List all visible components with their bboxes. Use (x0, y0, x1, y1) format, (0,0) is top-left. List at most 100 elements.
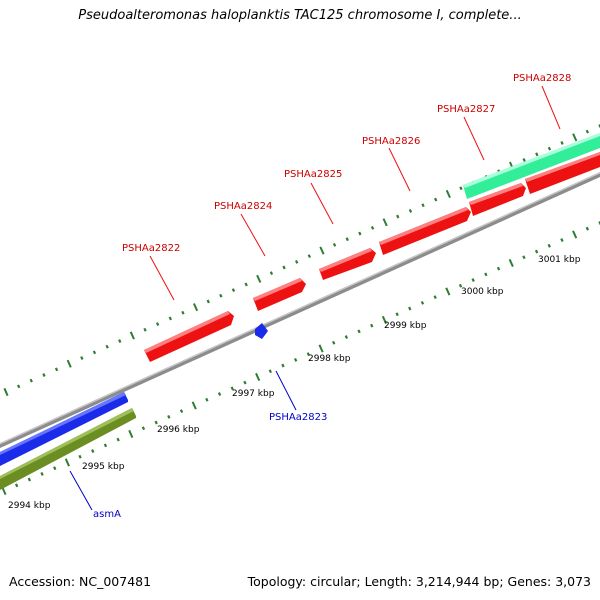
accession-text: Accession: NC_007481 (9, 574, 152, 589)
scale-tick (219, 293, 223, 298)
leader-lines-blue (69, 370, 297, 511)
scale-tick (522, 158, 526, 162)
gene-PSHAa2822[interactable] (144, 311, 234, 362)
gene-asmA[interactable] (0, 392, 128, 466)
scale-tick (484, 272, 488, 277)
scale-tick (459, 186, 463, 191)
scale-tick (230, 386, 234, 391)
gene-label-PSHAa2825[interactable]: PSHAa2825 (284, 169, 342, 180)
gene-label-PSHAa2824[interactable]: PSHAa2824 (214, 201, 272, 212)
scale-label: 2994 kbp (8, 501, 51, 511)
scale-label: 3001 kbp (538, 255, 581, 265)
scale-tick (27, 477, 32, 482)
scale-tick (408, 208, 413, 213)
scale-tick (143, 327, 147, 332)
scale-tick (269, 271, 274, 276)
scale-tick (522, 255, 526, 260)
scale-tick (434, 197, 438, 202)
scale-tick (78, 454, 82, 459)
scale-tick (3, 387, 9, 397)
scale-tick (420, 300, 425, 305)
scale-tick (445, 287, 451, 296)
scale-tick (103, 443, 108, 448)
scale-tick (293, 357, 298, 362)
scale-tick (155, 322, 160, 326)
scale-tick (40, 471, 44, 476)
scale-label: 3000 kbp (461, 287, 504, 297)
gene-PSHAa2823[interactable] (255, 323, 268, 339)
gene-label-PSHAa2823[interactable]: PSHAa2823 (269, 412, 327, 423)
scale-tick (332, 340, 336, 345)
scale-tick (14, 483, 19, 488)
scale-tick (181, 310, 185, 315)
gene-PSHAa2827[interactable] (469, 183, 526, 216)
scale-tick (433, 295, 437, 300)
scale-tick (168, 316, 172, 321)
scale-tick (395, 312, 399, 317)
scale-tick (1, 486, 7, 496)
scale-tick (42, 373, 46, 377)
scale-tick (256, 274, 262, 283)
gene-PSHAa2826[interactable] (379, 207, 471, 255)
scale-tick (167, 414, 171, 419)
gene-PSHAa2824[interactable] (253, 278, 306, 311)
scale-tick (80, 356, 84, 360)
inner-tick-ring (1, 221, 600, 496)
scale-tick (535, 152, 539, 157)
scale-tick (179, 409, 184, 414)
scale-tick (231, 288, 236, 293)
scale-tick (357, 329, 361, 334)
red-gene-highlights (144, 152, 600, 353)
scale-tick (547, 146, 552, 151)
scale-tick (268, 369, 272, 374)
scale-tick (585, 226, 590, 231)
scale-tick (129, 331, 135, 340)
gene-label-asmA[interactable]: asmA (93, 509, 121, 520)
scale-tick (54, 367, 59, 372)
leader-lines-red (149, 85, 561, 301)
gene-label-PSHAa2828[interactable]: PSHAa2828 (513, 73, 571, 84)
scale-tick (344, 335, 349, 339)
scale-tick (294, 259, 299, 264)
gene-PSHAa2828[interactable] (463, 133, 600, 199)
scale-tick (319, 246, 325, 255)
scale-label: 2997 kbp (232, 389, 275, 399)
scale-tick (281, 363, 285, 368)
scale-tick (64, 458, 70, 467)
scale-label: 2996 kbp (157, 425, 200, 435)
scale-label: 2999 kbp (384, 321, 427, 331)
scale-tick (318, 344, 324, 353)
scale-tick (92, 350, 97, 355)
gene-PSHAa2825[interactable] (319, 248, 376, 280)
scale-tick (243, 380, 247, 385)
scale-tick (192, 303, 199, 312)
scale-label: 2995 kbp (82, 462, 125, 472)
gene-feature-olive[interactable] (0, 408, 136, 490)
gene-label-PSHAa2826[interactable]: PSHAa2826 (362, 136, 420, 147)
scale-tick (205, 397, 209, 402)
genome-summary-text: Topology: circular; Length: 3,214,944 bp… (247, 574, 591, 589)
scale-tick (458, 283, 463, 288)
gene-asmA-edge (0, 392, 126, 455)
scale-tick (560, 238, 564, 243)
scale-tick (206, 299, 210, 304)
gene-label-PSHAa2827[interactable]: PSHAa2827 (437, 104, 495, 115)
scale-tick (572, 133, 578, 142)
scale-tick (585, 129, 590, 134)
scale-tick (154, 420, 158, 425)
scale-tick (141, 426, 146, 431)
scale-tick (217, 392, 222, 396)
gene-label-PSHAa2822[interactable]: PSHAa2822 (122, 243, 180, 254)
scale-tick (560, 141, 564, 145)
scale-tick (307, 254, 312, 259)
scale-label: 2998 kbp (308, 354, 351, 364)
scale-tick (358, 231, 362, 236)
scale-tick (381, 315, 388, 325)
scale-tick (244, 282, 248, 287)
gene-PSHAa2828-edge (463, 133, 600, 188)
scale-tick (118, 339, 122, 343)
scale-tick (332, 242, 337, 247)
gene-PSHAa2827b[interactable] (525, 152, 600, 194)
scale-tick (191, 401, 197, 410)
